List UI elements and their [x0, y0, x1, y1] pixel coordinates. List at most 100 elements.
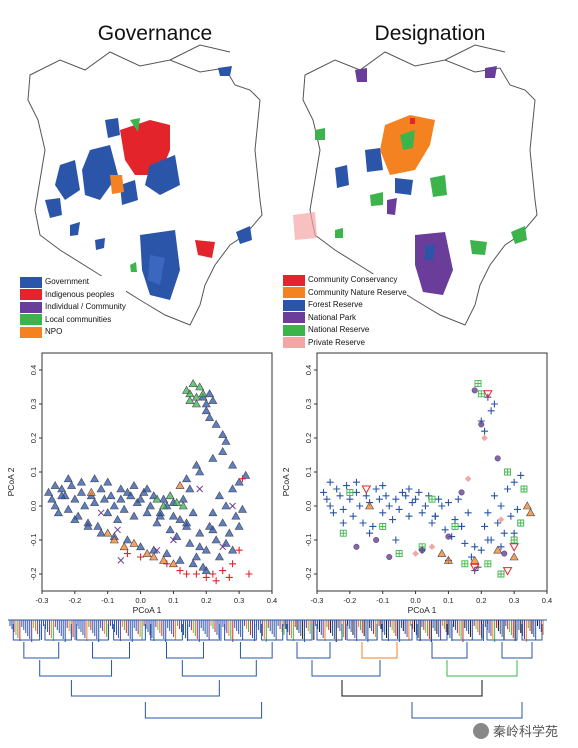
data-point	[507, 512, 515, 520]
data-point	[129, 538, 139, 547]
data-point	[392, 536, 400, 544]
data-point	[500, 529, 508, 537]
legend-item: Forest Reserve	[283, 299, 407, 312]
data-point	[185, 484, 195, 493]
data-point	[53, 508, 63, 517]
data-point	[205, 389, 215, 398]
plot-frame	[41, 352, 273, 592]
x-tick-label: -0.1	[101, 596, 114, 605]
data-point	[497, 543, 505, 551]
dendro-branch	[411, 702, 523, 719]
data-point	[221, 436, 231, 445]
data-point	[172, 531, 182, 540]
data-point	[477, 390, 485, 398]
x-tick-label: 0.4	[542, 596, 552, 605]
data-point	[63, 474, 73, 483]
dendro-branch	[39, 660, 113, 677]
data-point	[170, 536, 177, 544]
data-point	[221, 538, 231, 547]
data-point	[517, 471, 525, 479]
data-point	[126, 491, 136, 500]
data-point	[395, 550, 403, 558]
data-point	[441, 526, 449, 534]
data-point	[470, 555, 480, 564]
data-point	[228, 460, 238, 469]
data-point	[76, 477, 86, 486]
data-point	[490, 492, 498, 500]
legend-item: Government	[20, 276, 126, 289]
dendro-branch	[286, 624, 313, 641]
data-point	[428, 543, 436, 551]
x-tick-label: 0.1	[168, 596, 178, 605]
x-tick-label: 0.2	[201, 596, 211, 605]
data-point	[90, 474, 100, 483]
data-point	[458, 489, 465, 496]
legend-item: National Park	[283, 312, 407, 325]
data-point	[461, 560, 469, 568]
data-point	[231, 511, 241, 520]
data-point	[375, 495, 383, 503]
data-point	[129, 480, 139, 489]
data-point	[520, 485, 528, 493]
data-point	[484, 560, 492, 568]
data-point	[405, 512, 413, 520]
data-point	[339, 519, 347, 527]
data-point	[175, 480, 185, 489]
data-point	[83, 521, 93, 530]
data-point	[122, 535, 132, 544]
series-forest-reserve	[320, 393, 525, 575]
data-point	[502, 567, 513, 576]
dendro-branch	[187, 624, 220, 641]
series-individual-community	[97, 485, 236, 564]
data-point	[214, 552, 224, 561]
data-point	[412, 495, 420, 503]
data-point	[159, 501, 169, 510]
data-point	[208, 453, 218, 462]
y-tick-label: 0.2	[304, 433, 313, 443]
designation-dendrogram	[282, 619, 547, 719]
data-point	[326, 478, 334, 486]
data-point	[477, 546, 485, 554]
data-point	[211, 535, 221, 544]
legend-item: Community Conservancy	[283, 274, 407, 287]
governance-title: Governance	[97, 22, 213, 45]
dendro-branch	[144, 702, 263, 719]
data-point	[219, 567, 227, 575]
data-point	[235, 546, 243, 554]
y-axis-label: PCoA 2	[6, 467, 16, 496]
data-point	[70, 514, 80, 523]
dendro-branch	[261, 624, 284, 641]
data-point	[198, 389, 208, 398]
series-government	[44, 389, 251, 574]
data-point	[229, 502, 236, 510]
data-point	[185, 395, 195, 404]
data-point	[320, 488, 328, 496]
data-point	[145, 501, 155, 510]
dendro-branch	[381, 624, 413, 641]
data-point	[109, 501, 119, 510]
data-point	[86, 487, 96, 496]
data-point	[237, 504, 247, 513]
data-point	[137, 553, 145, 561]
designation-title: Designation	[374, 22, 486, 45]
watermark: 秦岭科学苑	[472, 721, 558, 740]
y-tick-label: -0.1	[29, 534, 38, 547]
data-point	[182, 474, 192, 483]
data-point	[57, 491, 67, 500]
data-point	[116, 484, 126, 493]
data-point	[97, 509, 105, 517]
data-point	[196, 485, 204, 493]
data-point	[359, 519, 367, 527]
data-point	[218, 446, 228, 455]
data-point	[494, 519, 502, 527]
data-point	[191, 399, 201, 408]
dendro-branch	[361, 642, 398, 659]
data-point	[365, 501, 375, 510]
y-tick-label: 0.3	[29, 399, 38, 409]
data-point	[343, 482, 351, 490]
dendro-branch	[311, 660, 381, 677]
data-point	[195, 382, 205, 391]
dendro-branch	[239, 642, 273, 659]
data-point	[234, 521, 244, 530]
series-community-conservancy	[361, 390, 520, 576]
